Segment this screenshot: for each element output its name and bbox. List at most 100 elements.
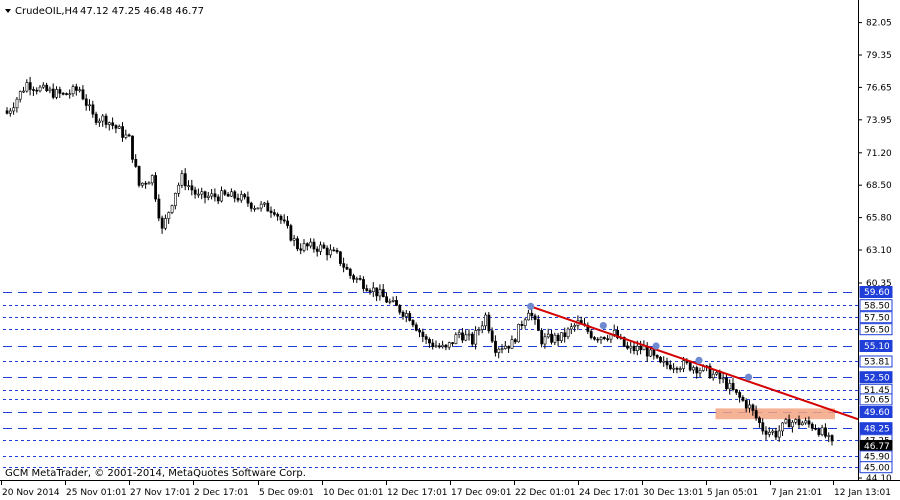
candle-body-up [48, 88, 52, 91]
candle-body-down [104, 115, 108, 125]
candle-body-down [348, 268, 352, 276]
candle [820, 424, 824, 437]
support-zone-rect[interactable] [715, 408, 836, 420]
candle [362, 276, 365, 292]
candle [414, 322, 418, 332]
candle-body-down [675, 367, 679, 370]
candle-body-down [276, 213, 280, 217]
price-tick-label: 60.35 [866, 279, 892, 289]
candle-body-down [470, 333, 474, 345]
candle [292, 234, 296, 247]
candle-body-up [256, 207, 260, 210]
candle [411, 319, 415, 328]
candle-body-up [38, 86, 42, 92]
candle [345, 263, 349, 271]
candle-body-up [88, 104, 92, 107]
candle [253, 205, 257, 212]
candle-body-down [266, 202, 270, 212]
candle [655, 354, 659, 360]
candle-body-up [777, 430, 781, 438]
candle [675, 366, 679, 374]
candle-body-down [668, 364, 672, 370]
candle-body-down [490, 330, 494, 342]
resistance-trendline[interactable] [530, 305, 859, 421]
candle [302, 239, 306, 253]
candle [771, 429, 775, 436]
candle [197, 188, 200, 198]
candle [794, 418, 798, 425]
candle-body-up [791, 421, 794, 428]
candle-body-down [418, 329, 422, 333]
candle-body-down [269, 210, 273, 213]
candle [540, 328, 544, 348]
candle [444, 344, 448, 351]
candle-body-down [659, 357, 662, 363]
candle [487, 312, 491, 334]
candle [104, 113, 108, 129]
candle-body-down [282, 219, 286, 222]
candle-body-down [342, 263, 346, 268]
candle-body-down [272, 212, 276, 215]
trendline-group[interactable] [530, 305, 859, 421]
candle-body-up [101, 115, 105, 122]
candle [830, 434, 834, 446]
candle-body-down [556, 334, 560, 342]
candle-body-down [94, 113, 98, 123]
candle-body-down [761, 422, 765, 432]
support-zone [715, 408, 836, 420]
candle-body-down [322, 244, 326, 249]
candle [490, 327, 494, 344]
candle [32, 86, 35, 96]
time-tick-label: 24 Dec 17:01 [579, 488, 640, 498]
candle [731, 377, 735, 392]
candle-body-up [167, 212, 171, 219]
candle [249, 201, 253, 212]
candle-body-down [593, 337, 596, 340]
candle-body-up [378, 289, 382, 297]
candle [134, 154, 138, 168]
candle-body-down [190, 185, 194, 191]
candle-body-down [817, 428, 821, 436]
candle-body-up [434, 345, 438, 348]
candle-body-down [144, 182, 148, 185]
candle-body-down [75, 86, 78, 91]
candle [748, 400, 752, 413]
candle [437, 342, 441, 349]
candle-body-down [299, 248, 303, 251]
candle [698, 367, 702, 378]
candle [777, 425, 781, 442]
candle-body-down [332, 249, 336, 252]
candle-body-up [391, 300, 395, 302]
price-tick-label: 63.10 [866, 246, 892, 256]
candle-body-down [385, 296, 389, 303]
candle [98, 118, 101, 127]
candle-body-down [398, 305, 402, 313]
candle-body-down [616, 330, 620, 339]
candle-body-up [71, 86, 75, 95]
candle-body-up [441, 344, 445, 348]
time-tick-label: 27 Nov 17:01 [130, 488, 191, 498]
candle [441, 340, 445, 349]
candle [573, 323, 577, 332]
candle-body-down [411, 320, 415, 326]
symbol-timeframe: CrudeOIL,H4 [15, 6, 78, 17]
candle-body-down [137, 166, 141, 186]
candle [751, 403, 755, 416]
candle [797, 415, 801, 429]
candle-body-up [692, 367, 695, 371]
candle-body-up [629, 345, 633, 349]
dropdown-triangle-icon[interactable] [5, 9, 11, 13]
candle-body-up [180, 173, 184, 186]
candle [632, 342, 636, 355]
candle-body-up [253, 207, 257, 210]
candle-body-up [41, 84, 45, 88]
candle [289, 223, 293, 242]
candle-body-down [665, 360, 669, 366]
candle-body-up [662, 360, 666, 363]
candle [513, 338, 517, 345]
candle-body-up [794, 419, 798, 423]
candle [230, 188, 233, 197]
candle [28, 76, 32, 96]
candle-body-down [315, 248, 319, 252]
